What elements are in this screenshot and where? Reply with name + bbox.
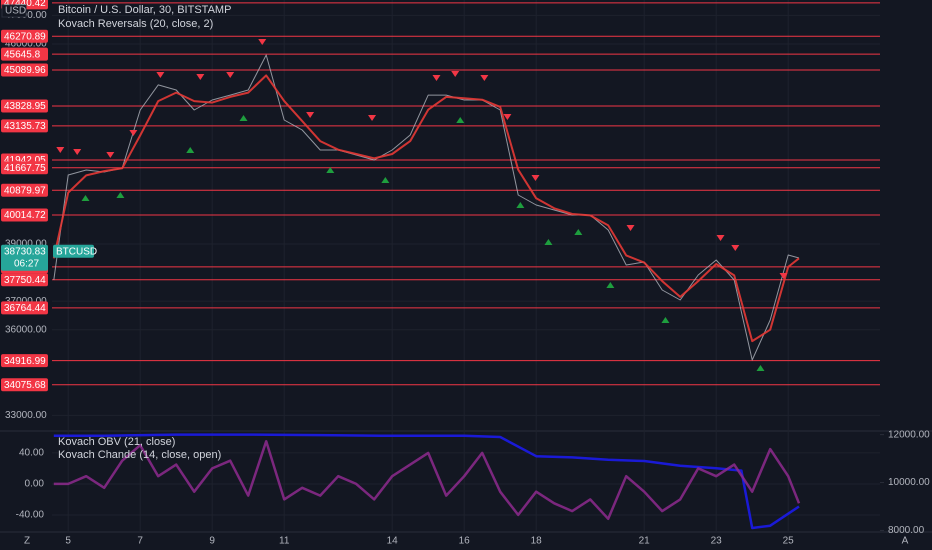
level-label-box — [1, 273, 48, 287]
x-tick-label: 11 — [279, 536, 290, 547]
countdown: 06:27 — [14, 258, 39, 269]
pane-title: Kovach Chande (14, close, open) — [58, 449, 221, 461]
signal-marker — [516, 202, 525, 208]
x-tick-label: 21 — [639, 536, 651, 547]
signal-marker — [716, 235, 725, 241]
y-tick-label: -40.00 — [16, 510, 45, 521]
y2-tick-label: 8000.00 — [888, 525, 925, 536]
pane-title: Kovach OBV (21, close) — [58, 436, 175, 448]
signal-marker — [258, 39, 267, 45]
level-label: 41667.75 — [4, 163, 46, 174]
level-label: 34075.68 — [4, 380, 46, 391]
currency-box — [1, 4, 27, 18]
signal-marker — [731, 245, 740, 251]
level-label-box — [1, 99, 48, 113]
level-label-box — [1, 119, 48, 133]
level-label: 36764.44 — [4, 303, 46, 314]
signal-marker — [56, 147, 65, 153]
level-label: 43135.73 — [4, 121, 46, 132]
level-label: 41942.05 — [4, 155, 46, 166]
signal-marker — [106, 152, 115, 158]
level-label: 46270.89 — [4, 31, 46, 42]
indicator-line — [53, 440, 801, 521]
level-label-box — [1, 63, 48, 77]
signal-marker — [156, 72, 165, 78]
x-tick-label: 9 — [209, 536, 215, 547]
x-tick-label: 18 — [531, 536, 543, 547]
symbol-label: BTCUSD — [56, 246, 97, 257]
last-price-label: 38730.83 — [4, 246, 46, 257]
level-label-box — [1, 301, 48, 315]
level-label: 43828.95 — [4, 101, 46, 112]
chart-title: Bitcoin / U.S. Dollar, 30, BITSTAMP — [58, 4, 231, 16]
level-label: 45645.8 — [4, 49, 41, 60]
signal-marker — [239, 115, 248, 121]
level-label-box — [1, 161, 48, 175]
signal-marker — [544, 239, 553, 245]
signal-marker — [186, 147, 195, 153]
signal-marker — [306, 112, 315, 118]
level-label-box — [1, 208, 48, 222]
level-label-box — [1, 47, 48, 61]
level-label-box — [1, 183, 48, 197]
signal-marker — [81, 195, 90, 201]
y-tick-label: 36000.00 — [5, 324, 47, 335]
y-tick-label: 39000.00 — [5, 239, 47, 250]
level-label: 34916.99 — [4, 356, 46, 367]
signal-marker — [73, 149, 82, 155]
signal-marker — [451, 71, 460, 77]
level-label-box — [1, 378, 48, 392]
y2-tick-label: 10000.00 — [888, 477, 930, 488]
price-line — [52, 74, 800, 343]
signal-marker — [116, 192, 125, 198]
signal-marker — [456, 117, 465, 123]
price-line — [53, 54, 800, 361]
y-tick-label: 46000.00 — [5, 39, 47, 50]
signal-marker — [326, 167, 335, 173]
x-tick-label: 5 — [65, 536, 71, 547]
y-tick-label: 0.00 — [25, 479, 45, 490]
signal-marker — [626, 225, 635, 231]
level-label: 40014.72 — [4, 210, 46, 221]
signal-marker — [756, 365, 765, 371]
y-tick-label: 40.00 — [19, 448, 44, 459]
x-tick-label: 23 — [711, 536, 723, 547]
x-tick-label: 16 — [459, 536, 471, 547]
y-tick-label: 37000.00 — [5, 296, 47, 307]
footer-right[interactable]: A — [902, 536, 909, 547]
symbol-tag — [53, 244, 94, 258]
y-tick-label: 33000.00 — [5, 410, 47, 421]
signal-marker — [606, 282, 615, 288]
level-label: 47440.42 — [4, 0, 46, 9]
signal-marker — [531, 175, 540, 181]
footer-left[interactable]: Z — [24, 536, 30, 547]
signal-marker — [503, 114, 512, 120]
signal-marker — [480, 75, 489, 81]
signal-marker — [368, 115, 377, 121]
x-tick-label: 25 — [783, 536, 795, 547]
y2-tick-label: 12000.00 — [888, 429, 930, 440]
signal-marker — [779, 273, 788, 279]
signal-marker — [574, 229, 583, 235]
signal-marker — [196, 74, 205, 80]
signal-marker — [661, 317, 670, 323]
currency-label: USD — [5, 6, 26, 17]
indicator-title: Kovach Reversals (20, close, 2) — [58, 18, 213, 30]
signal-marker — [432, 75, 441, 81]
level-label: 45089.96 — [4, 65, 46, 76]
signal-marker — [129, 130, 138, 136]
level-label: 40879.97 — [4, 185, 46, 196]
last-price-box — [1, 244, 48, 271]
signal-marker — [226, 72, 235, 78]
level-label-box — [1, 354, 48, 368]
x-tick-label: 14 — [387, 536, 399, 547]
x-tick-label: 7 — [137, 536, 143, 547]
level-label-box — [1, 29, 48, 43]
level-label: 37750.44 — [4, 275, 46, 286]
signal-marker — [381, 177, 390, 183]
indicator-line — [53, 433, 800, 530]
